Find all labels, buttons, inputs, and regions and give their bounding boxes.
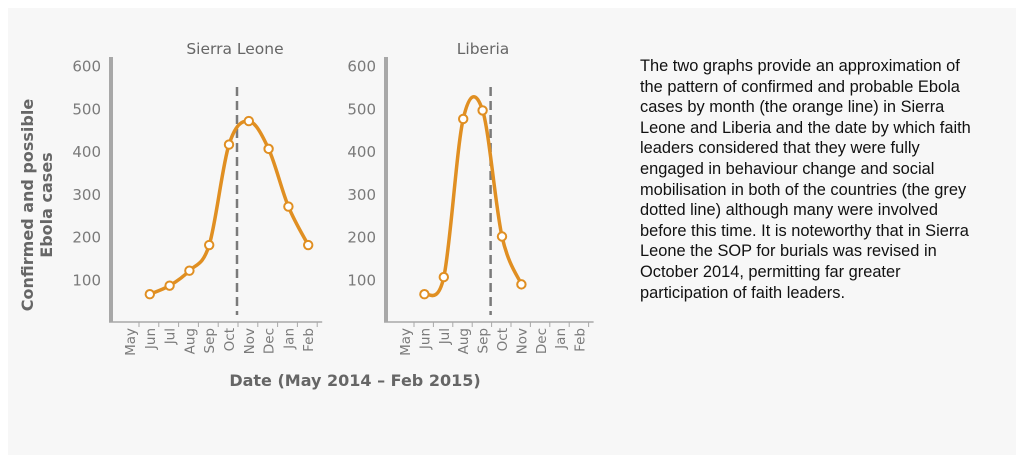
data-point [184,265,195,276]
x-tick-label: May [123,328,139,356]
x-tick-label: Aug [456,328,472,354]
x-tick-label: Jan [553,328,569,350]
x-tick-label: Jun [143,328,159,350]
chart-description: The two graphs provide an approximation … [640,57,971,302]
x-tick-label: Oct [495,328,511,351]
data-point [204,239,215,251]
data-point [477,105,488,116]
x-axis-label: Date (May 2014 – Feb 2015) [229,371,480,390]
liberia-chart: Liberia 100 200 300 400 500 600 May Jun Jul Aug Sep… [347,40,594,356]
y-tick-label: 600 [347,58,376,76]
figure-panel [8,8,1016,455]
x-tick-label: Sep [202,328,218,353]
x-tick-label: Aug [182,328,198,354]
y-tick-label: 100 [72,271,101,289]
data-point [438,271,449,283]
x-tick-label: Dec [534,328,550,354]
y-axis-label-line1: Confirmed and possible [18,99,37,312]
y-tick-label: 300 [347,186,376,204]
data-point [164,280,175,291]
x-tick-label: Dec [262,328,278,354]
data-point [243,115,255,127]
data-point [303,239,314,251]
x-tick-label: Jul [437,328,453,345]
x-tick-label: Jun [417,328,433,350]
y-tick-label: 500 [72,100,101,118]
sierra-leone-chart: Sierra Leone 100 200 300 400 500 600 May Jun Jul A… [72,40,323,356]
data-point [496,231,508,242]
y-tick-label: 100 [347,271,376,289]
x-tick-label: Feb [301,328,317,352]
data-point [458,113,469,125]
x-tick-label: Nov [242,328,258,354]
sierra-leone-title: Sierra Leone [186,40,283,58]
y-axis-label-line2: Ebola cases [37,152,56,257]
data-point [144,289,156,300]
y-tick-label: 200 [72,229,101,247]
y-tick-label: 200 [347,229,376,247]
data-point [283,201,294,212]
y-tick-label: 400 [72,143,101,161]
y-tick-label: 500 [347,100,376,118]
cases-line [422,95,524,298]
data-point [516,279,527,290]
y-tick-label: 300 [72,186,101,204]
liberia-title: Liberia [457,40,510,58]
data-point [263,143,274,155]
x-tick-label: Jan [281,328,297,350]
x-tick-label: Feb [573,328,589,352]
y-tick-label: 400 [347,143,376,161]
x-tick-label: Jul [163,328,179,345]
x-tick-label: Nov [514,328,530,354]
x-tick-label: May [398,328,414,356]
x-tick-label: Sep [476,328,492,353]
x-tick-label: Oct [222,328,238,351]
data-point [419,289,430,300]
data-point [223,139,235,150]
y-tick-label: 600 [72,58,101,76]
